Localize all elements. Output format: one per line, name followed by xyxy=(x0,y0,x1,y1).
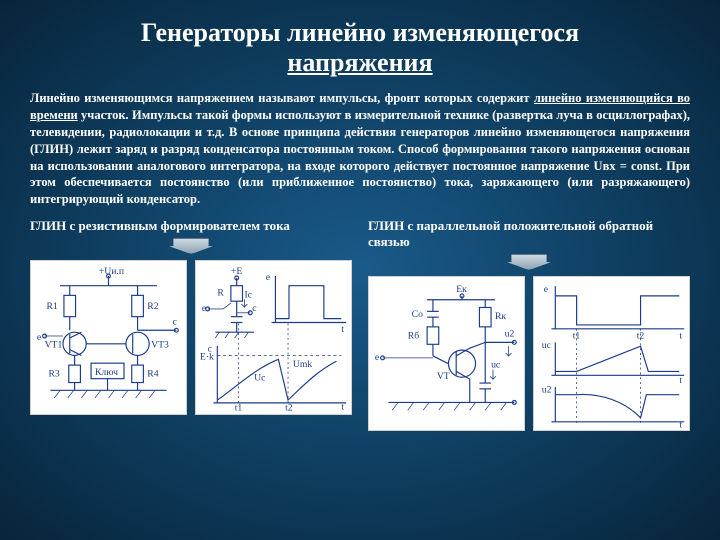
svg-text:VT3: VT3 xyxy=(151,340,169,351)
left-heading: ГЛИН с резистивным формирователем тока xyxy=(30,218,352,234)
svg-text:R1: R1 xyxy=(47,301,58,312)
svg-text:u2: u2 xyxy=(542,385,552,396)
svg-text:R3: R3 xyxy=(48,369,59,380)
down-arrow-icon xyxy=(507,254,551,270)
svg-text:Uc: Uc xyxy=(254,373,265,384)
slide-title: Генераторы линейно изменяющегося напряже… xyxy=(30,18,690,78)
svg-text:e: e xyxy=(266,272,270,283)
svg-text:Umk: Umk xyxy=(293,359,313,370)
svg-text:Ключ: Ключ xyxy=(95,367,118,378)
para-pre: Линейно изменяющимся напряжением называю… xyxy=(30,91,534,105)
svg-text:Rб: Rб xyxy=(408,331,419,342)
title-line-1: Генераторы линейно изменяющегося xyxy=(30,18,690,48)
right-diagram-row: Eк Rк Cо Rб xyxy=(368,276,690,431)
svg-text:R2: R2 xyxy=(147,301,158,312)
svg-text:e: e xyxy=(37,332,41,343)
left-diagram-row: +Uи.п R1 R2 xyxy=(30,260,352,415)
columns-container: ГЛИН с резистивным формирователем тока +… xyxy=(30,218,690,431)
svg-text:t: t xyxy=(341,402,344,413)
svg-text:t: t xyxy=(679,420,682,430)
svg-text:E·k: E·k xyxy=(200,351,214,362)
svg-text:R4: R4 xyxy=(147,369,158,380)
svg-text:VT1: VT1 xyxy=(45,340,63,351)
svg-text:R: R xyxy=(217,287,224,298)
svg-text:Cо: Cо xyxy=(412,309,423,320)
svg-text:t: t xyxy=(679,375,682,386)
svg-text:+E: +E xyxy=(231,266,242,277)
svg-text:c: c xyxy=(172,317,176,328)
svg-text:Rк: Rк xyxy=(495,311,506,322)
svg-text:+Uи.п: +Uи.п xyxy=(99,266,124,277)
down-arrow-icon xyxy=(169,238,213,254)
diagram-2-waveforms: +E R Iс xyxy=(195,260,352,415)
body-paragraph: Линейно изменяющимся напряжением называю… xyxy=(30,90,690,208)
svg-text:VT: VT xyxy=(437,371,450,382)
svg-text:t: t xyxy=(679,331,682,342)
diagram-4-waveforms: e t t1 t2 uс t u2 t xyxy=(533,276,690,431)
right-column: ГЛИН с параллельной положительной обратн… xyxy=(368,218,690,431)
diagram-3-circuit: Eк Rк Cо Rб xyxy=(368,276,525,431)
right-arrow-row xyxy=(368,254,690,270)
right-heading: ГЛИН с параллельной положительной обратн… xyxy=(368,218,690,250)
svg-text:Iс: Iс xyxy=(244,289,252,300)
title-line-2: напряжения xyxy=(30,48,690,78)
left-column: ГЛИН с резистивным формирователем тока +… xyxy=(30,218,352,431)
svg-text:Eк: Eк xyxy=(456,284,467,295)
diagram-1-circuit: +Uи.п R1 R2 xyxy=(30,260,187,415)
svg-text:uс: uс xyxy=(491,360,500,371)
svg-text:t1: t1 xyxy=(235,403,243,414)
svg-text:e: e xyxy=(375,352,379,363)
svg-text:u2: u2 xyxy=(505,329,515,340)
svg-text:c: c xyxy=(252,303,256,314)
svg-text:t: t xyxy=(341,324,344,335)
svg-text:uс: uс xyxy=(542,340,551,351)
svg-text:t1: t1 xyxy=(573,331,581,342)
svg-text:t2: t2 xyxy=(285,403,293,414)
left-arrow-row xyxy=(30,238,352,254)
svg-text:e: e xyxy=(544,284,548,295)
svg-text:t2: t2 xyxy=(637,331,645,342)
para-post: участок. Импульсы такой формы используют… xyxy=(30,108,690,206)
